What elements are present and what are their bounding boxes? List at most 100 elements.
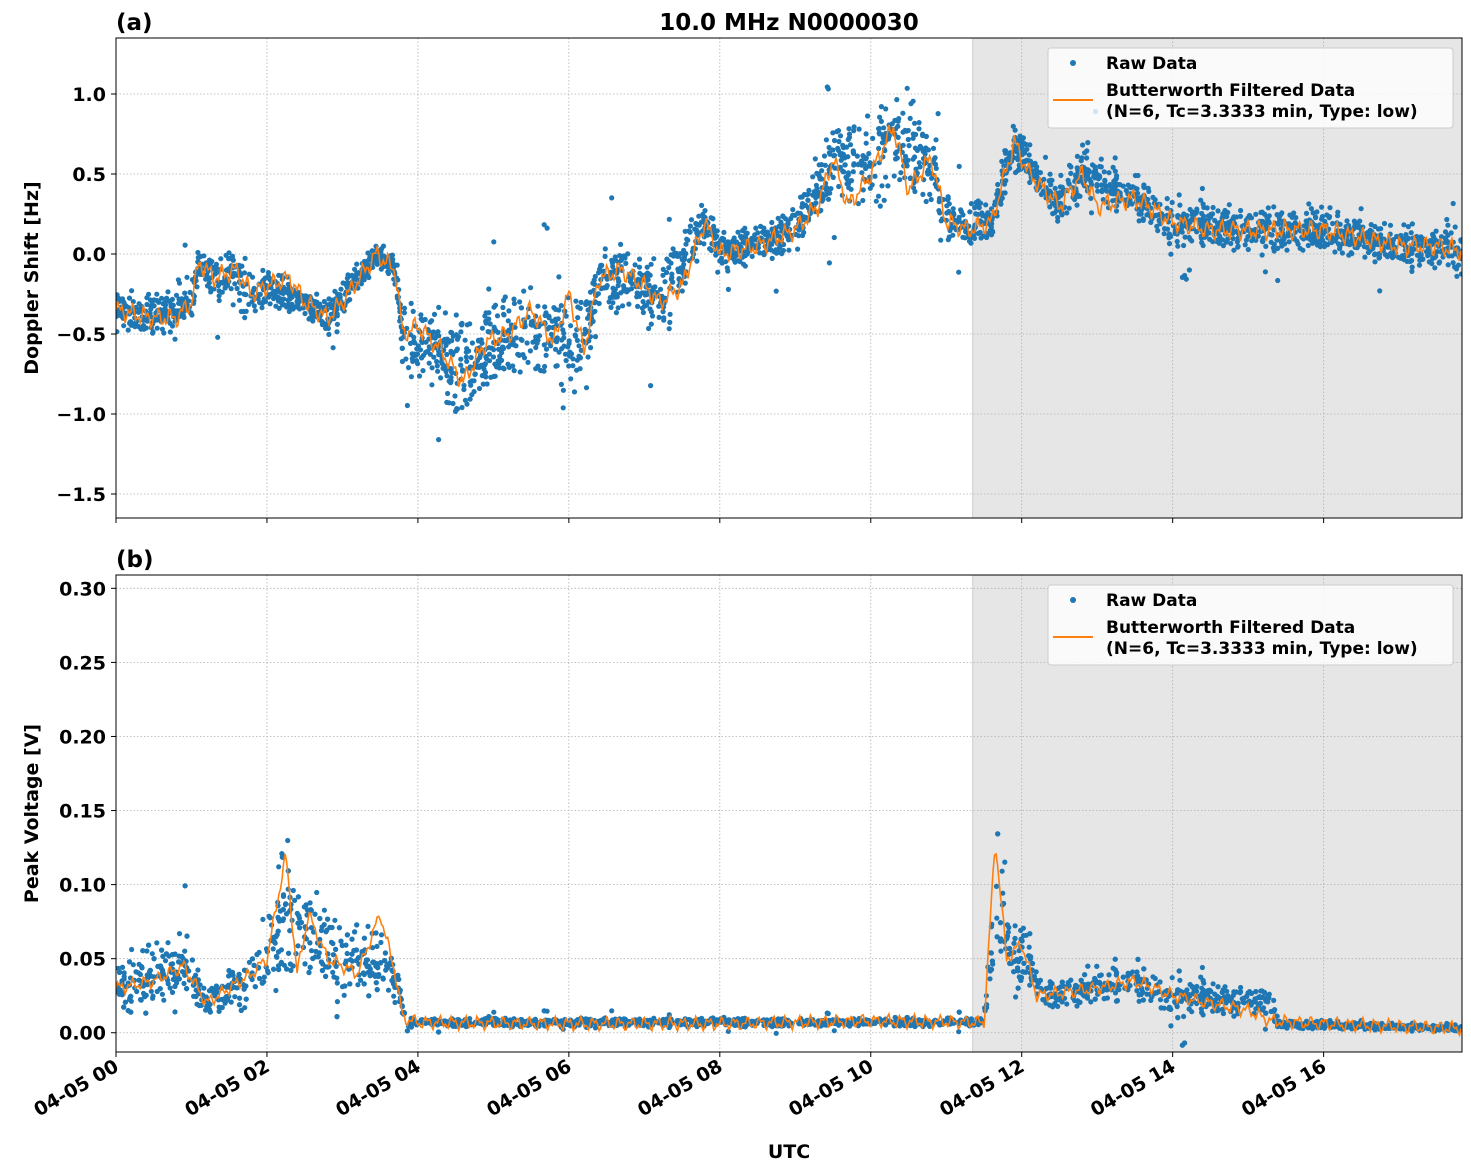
raw-data-point — [894, 97, 899, 102]
raw-data-point — [1335, 210, 1340, 215]
legend-marker-raw — [1070, 60, 1076, 66]
raw-data-point — [338, 287, 343, 292]
raw-data-point — [603, 254, 608, 259]
raw-data-point — [1357, 219, 1362, 224]
raw-data-point — [675, 267, 680, 272]
raw-data-point — [761, 226, 766, 231]
raw-data-point — [522, 355, 527, 360]
raw-data-point — [851, 128, 856, 133]
raw-data-point — [623, 261, 628, 266]
raw-data-point — [314, 890, 319, 895]
raw-data-point — [827, 260, 832, 265]
raw-data-point — [626, 302, 631, 307]
raw-data-point — [564, 358, 569, 363]
raw-data-point — [182, 949, 187, 954]
raw-data-point — [872, 174, 877, 179]
raw-data-point — [495, 313, 500, 318]
raw-data-point — [229, 286, 234, 291]
raw-data-point — [1206, 230, 1211, 235]
raw-data-point — [402, 310, 407, 315]
raw-data-point — [484, 321, 489, 326]
raw-data-point — [844, 181, 849, 186]
raw-data-point — [302, 293, 307, 298]
raw-data-point — [806, 191, 811, 196]
raw-data-point — [160, 992, 165, 997]
raw-data-point — [1372, 259, 1377, 264]
raw-data-point — [880, 140, 885, 145]
y-tick-label: 1.0 — [72, 84, 106, 106]
raw-data-point — [1340, 250, 1345, 255]
raw-data-point — [354, 262, 359, 267]
raw-data-point — [1319, 205, 1324, 210]
raw-data-point — [1162, 231, 1167, 236]
raw-data-point — [469, 355, 474, 360]
raw-data-point — [445, 391, 450, 396]
raw-data-point — [126, 328, 131, 333]
raw-data-point — [801, 230, 806, 235]
raw-data-point — [732, 235, 737, 240]
raw-data-point — [282, 302, 287, 307]
raw-data-point — [633, 262, 638, 267]
raw-data-point — [987, 976, 992, 981]
raw-data-point — [528, 348, 533, 353]
raw-data-point — [244, 309, 249, 314]
raw-data-point — [568, 323, 573, 328]
raw-data-point — [366, 275, 371, 280]
raw-data-point — [1053, 186, 1058, 191]
raw-data-point — [1121, 184, 1126, 189]
raw-data-point — [331, 345, 336, 350]
raw-data-point — [957, 164, 962, 169]
raw-data-point — [936, 111, 941, 116]
raw-data-point — [165, 940, 170, 945]
raw-data-point — [613, 292, 618, 297]
raw-data-point — [618, 242, 623, 247]
raw-data-point — [1085, 140, 1090, 145]
raw-data-point — [218, 256, 223, 261]
raw-data-point — [283, 901, 288, 906]
raw-data-point — [195, 967, 200, 972]
raw-data-point — [1013, 170, 1018, 175]
raw-data-point — [454, 312, 459, 317]
raw-data-point — [912, 189, 917, 194]
raw-data-point — [1272, 247, 1277, 252]
raw-data-point — [1144, 212, 1149, 217]
raw-data-point — [177, 281, 182, 286]
raw-data-point — [542, 364, 547, 369]
raw-data-point — [586, 354, 591, 359]
raw-data-point — [684, 237, 689, 242]
raw-data-point — [1200, 186, 1205, 191]
raw-data-point — [824, 185, 829, 190]
y-tick-label: 0.0 — [72, 244, 106, 266]
raw-data-point — [723, 241, 728, 246]
raw-data-point — [1308, 237, 1313, 242]
raw-data-point — [916, 126, 921, 131]
raw-data-point — [575, 315, 580, 320]
raw-data-point — [1362, 255, 1367, 260]
raw-data-point — [646, 326, 651, 331]
raw-data-point — [877, 126, 882, 131]
raw-data-point — [1432, 265, 1437, 270]
raw-data-point — [1409, 258, 1414, 263]
raw-data-point — [503, 294, 508, 299]
raw-data-point — [443, 343, 448, 348]
raw-data-point — [878, 204, 883, 209]
raw-data-point — [166, 298, 171, 303]
raw-data-point — [349, 273, 354, 278]
raw-data-point — [335, 999, 340, 1004]
raw-data-point — [894, 149, 899, 154]
raw-data-point — [1006, 151, 1011, 156]
raw-data-point — [668, 261, 673, 266]
raw-data-point — [506, 308, 511, 313]
raw-data-point — [1198, 198, 1203, 203]
raw-data-point — [379, 932, 384, 937]
raw-data-point — [184, 275, 189, 280]
raw-data-point — [892, 173, 897, 178]
raw-data-point — [517, 353, 522, 358]
raw-data-point — [737, 259, 742, 264]
raw-data-point — [979, 235, 984, 240]
raw-data-point — [1085, 174, 1090, 179]
raw-data-point — [670, 280, 675, 285]
raw-data-point — [678, 251, 683, 256]
raw-data-point — [950, 233, 955, 238]
raw-data-point — [506, 318, 511, 323]
